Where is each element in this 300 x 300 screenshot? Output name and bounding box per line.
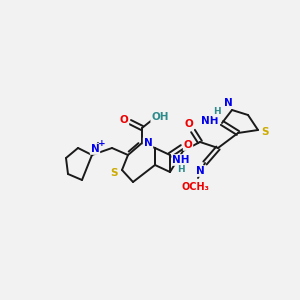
Text: O: O: [184, 119, 194, 129]
Text: N: N: [91, 144, 99, 154]
Text: S: S: [261, 127, 269, 137]
Text: O: O: [184, 140, 192, 150]
Text: N: N: [144, 138, 152, 148]
Text: NH: NH: [201, 116, 219, 126]
Text: N: N: [224, 98, 232, 108]
Text: N: N: [196, 166, 204, 176]
Text: S: S: [110, 168, 118, 178]
Text: O: O: [120, 115, 128, 125]
Text: H: H: [213, 107, 221, 116]
Text: OCH₃: OCH₃: [181, 182, 209, 192]
Text: H: H: [177, 164, 185, 173]
Text: OH: OH: [151, 112, 169, 122]
Text: NH: NH: [172, 155, 190, 165]
Text: +: +: [98, 139, 106, 148]
